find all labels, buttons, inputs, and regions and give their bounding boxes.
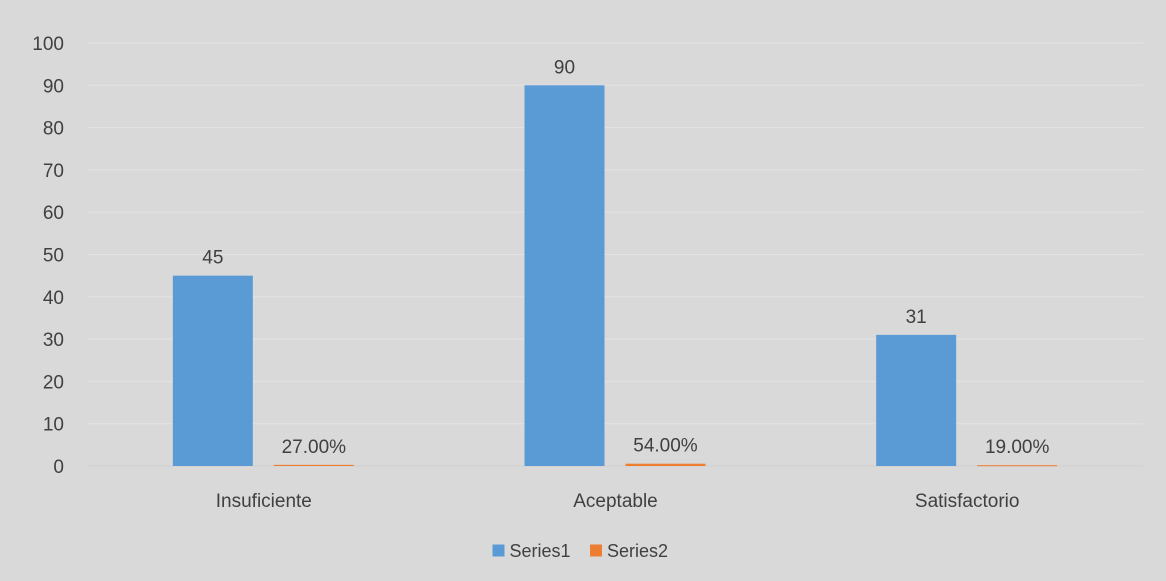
data-label: 19.00% bbox=[985, 437, 1050, 458]
data-label: 90 bbox=[554, 57, 575, 78]
y-tick-label: 60 bbox=[43, 203, 64, 224]
y-tick-label: 0 bbox=[53, 457, 64, 478]
bar-series1-insuficiente bbox=[172, 275, 253, 466]
category-label: Satisfactorio bbox=[915, 491, 1020, 512]
bar-series2-aceptable bbox=[625, 463, 706, 466]
y-tick-label: 70 bbox=[43, 161, 64, 182]
y-tick-label: 90 bbox=[43, 76, 64, 97]
gridlines bbox=[88, 42, 1143, 467]
bar-series1-satisfactorio bbox=[876, 334, 957, 466]
legend-label-series2: Series2 bbox=[607, 541, 668, 561]
bar-series1-aceptable bbox=[524, 85, 605, 467]
category-labels: Insuficiente Aceptable Satisfactorio bbox=[216, 491, 1020, 512]
data-label: 45 bbox=[202, 248, 223, 269]
data-label: 27.00% bbox=[282, 437, 347, 458]
legend-swatch-series2 bbox=[590, 544, 602, 557]
bar-series2-insuficiente bbox=[273, 464, 354, 466]
legend-swatch-series1 bbox=[492, 544, 505, 557]
category-label: Aceptable bbox=[573, 491, 658, 512]
legend: Series1 Series2 bbox=[492, 541, 668, 561]
category-label: Insuficiente bbox=[216, 491, 312, 512]
data-labels: 45 27.00% 90 54.00% 31 19.00% bbox=[202, 57, 1049, 458]
y-tick-label: 10 bbox=[43, 415, 64, 436]
y-tick-label: 100 bbox=[32, 34, 64, 55]
y-tick-label: 20 bbox=[43, 372, 64, 393]
bar-series2-satisfactorio bbox=[977, 465, 1058, 467]
y-axis-tick-labels: 0 10 20 30 40 50 60 70 80 90 100 bbox=[32, 34, 64, 478]
y-tick-label: 30 bbox=[43, 330, 64, 351]
bars bbox=[172, 85, 1058, 467]
y-tick-label: 50 bbox=[43, 246, 64, 267]
y-tick-label: 40 bbox=[43, 288, 64, 309]
data-label: 54.00% bbox=[633, 436, 698, 457]
y-tick-label: 80 bbox=[43, 119, 64, 140]
data-label: 31 bbox=[906, 307, 927, 328]
legend-label-series1: Series1 bbox=[510, 541, 571, 561]
